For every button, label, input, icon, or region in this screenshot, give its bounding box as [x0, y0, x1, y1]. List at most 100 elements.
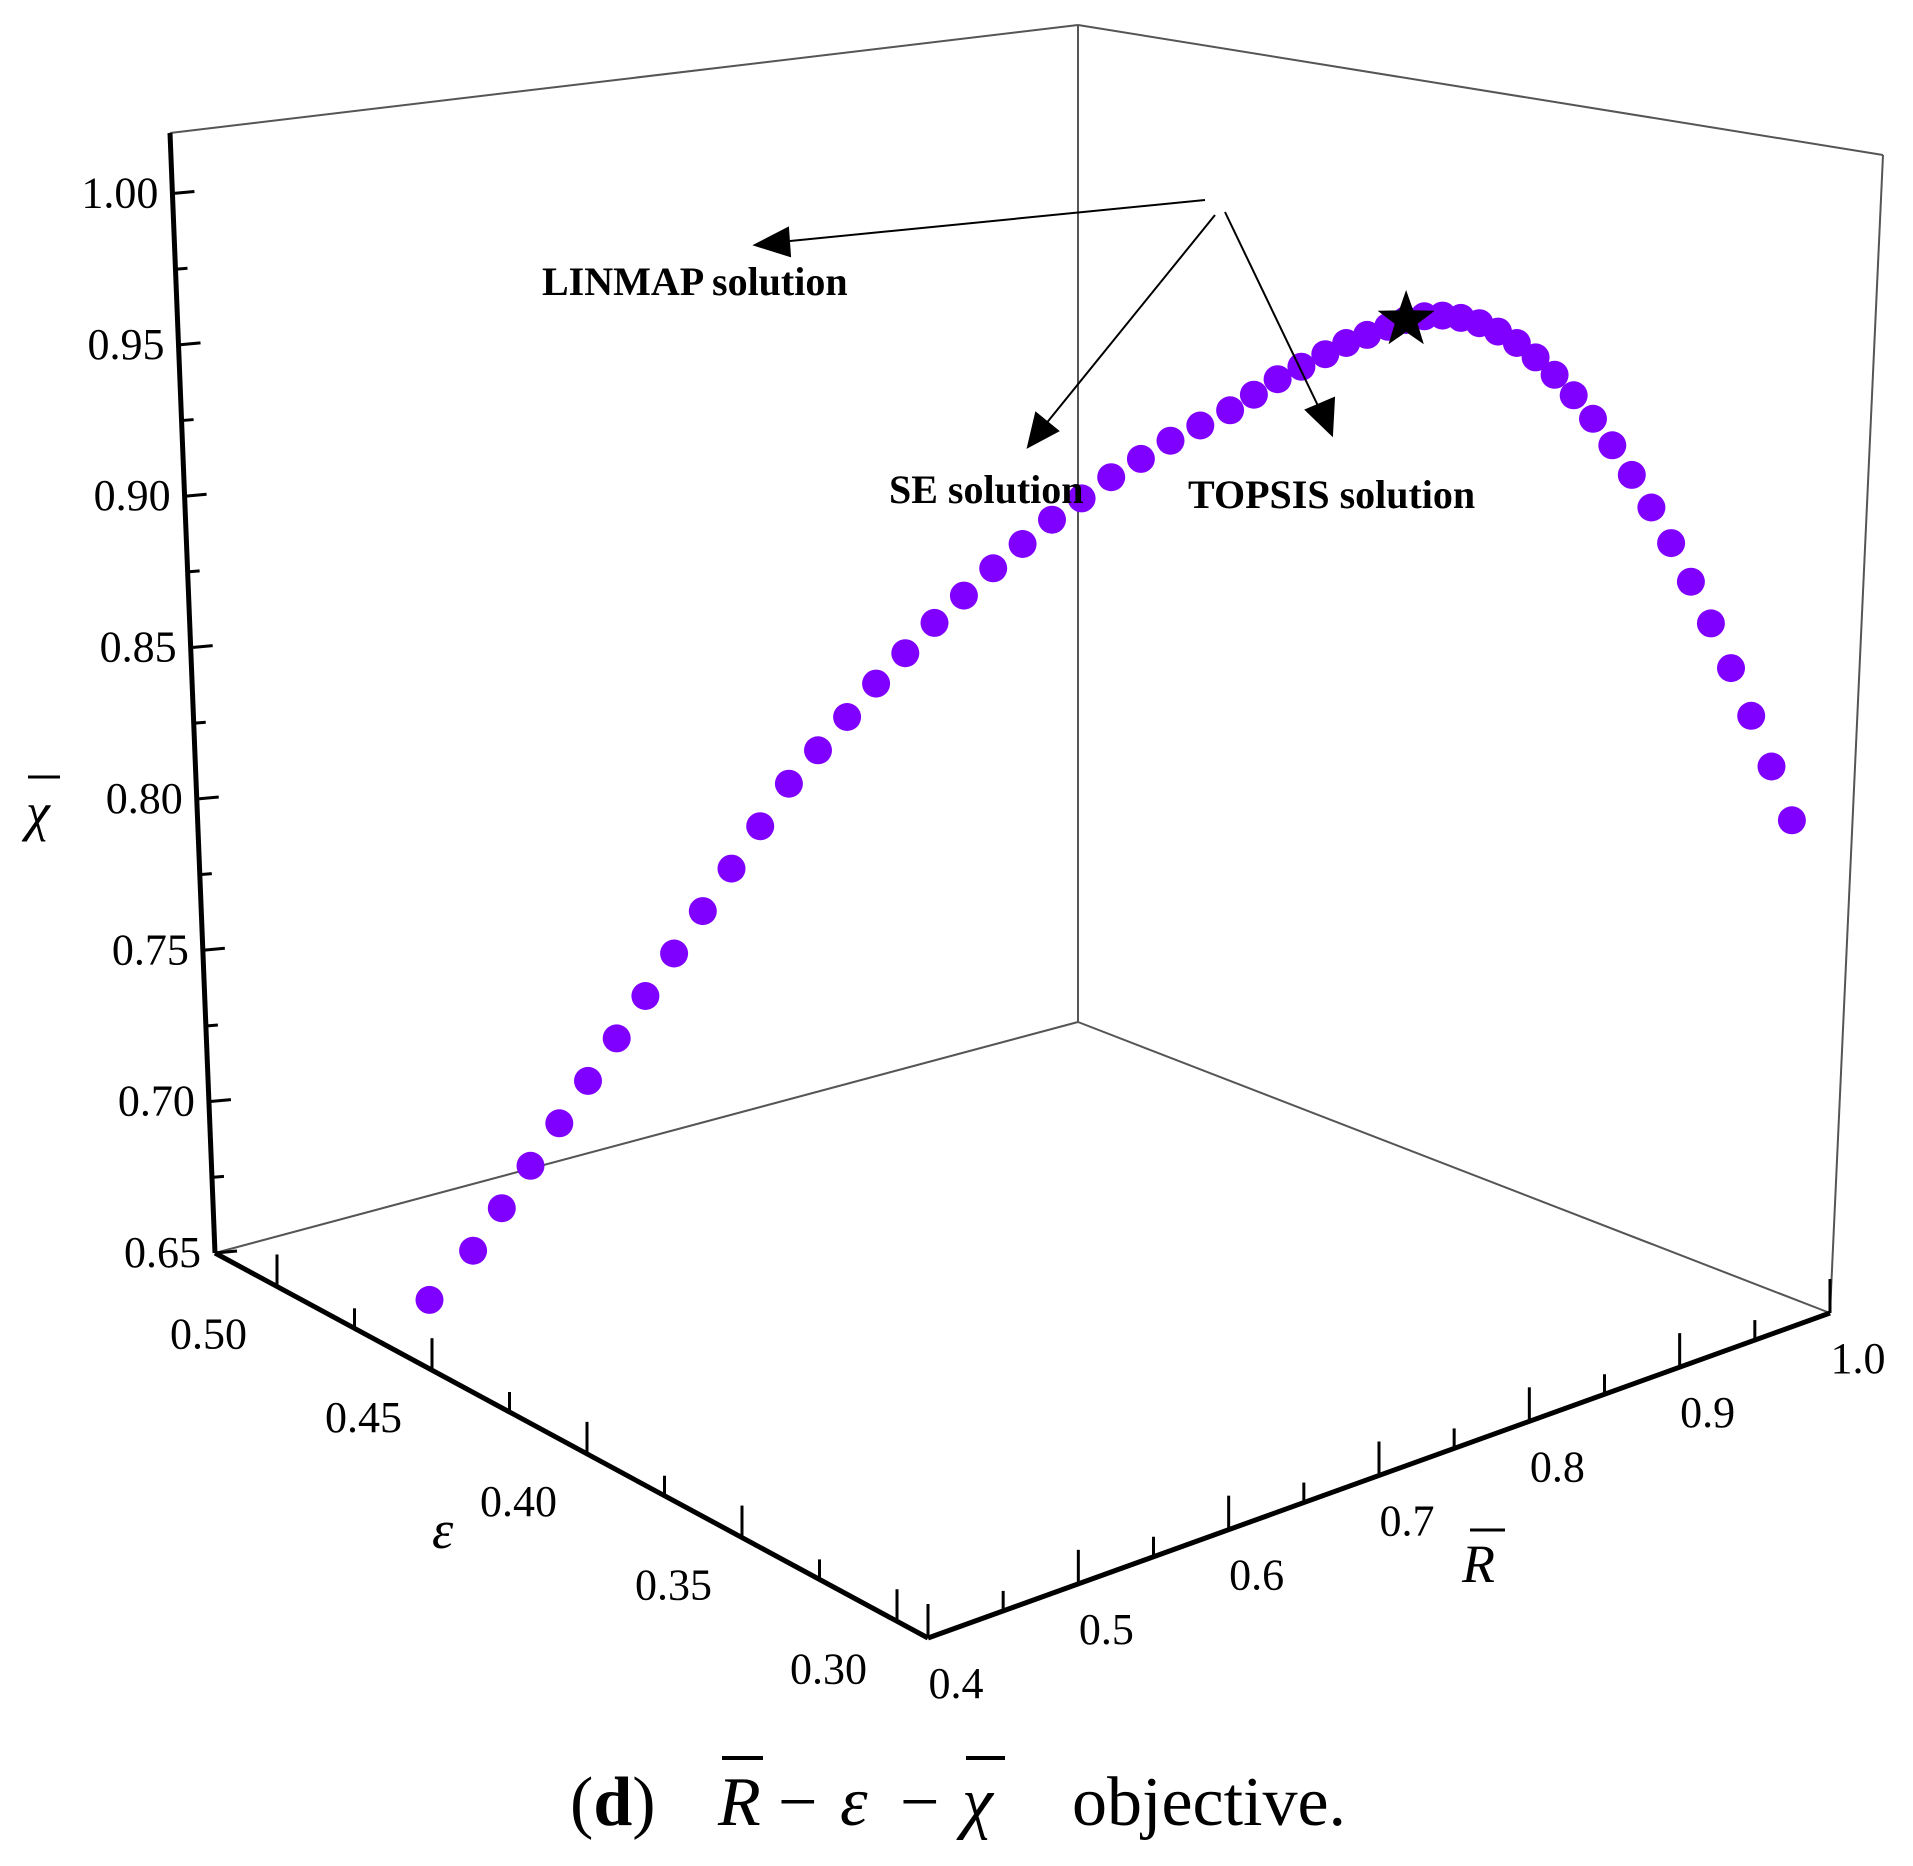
z-minor-tick-2	[199, 872, 212, 877]
caption-part-5: objective.	[1072, 1764, 1346, 1841]
caption-part-2: ε	[840, 1764, 868, 1841]
data-point	[1067, 484, 1096, 513]
data-point	[688, 897, 717, 926]
tick-labels-layer: 0.65 0.70 0.75 0.80 0.85 0.90 0.95 1.00 0.30 0.35…	[81, 169, 1885, 1708]
data-point	[1559, 381, 1588, 410]
annotation-topsis: TOPSIS solution	[1188, 472, 1475, 517]
data-point	[1757, 752, 1786, 781]
data-point	[415, 1285, 444, 1314]
data-point	[1353, 320, 1382, 349]
data-point	[717, 854, 746, 883]
data-point	[1579, 404, 1607, 433]
data-point	[1737, 701, 1766, 730]
ticks-layer	[172, 190, 1832, 1638]
x-axis-label: R	[1461, 1534, 1495, 1594]
z-minor-tick-5	[181, 418, 194, 423]
data-point	[545, 1109, 574, 1138]
y-tick-label-3: 0.45	[325, 1393, 402, 1442]
data-point	[804, 736, 832, 765]
data-point	[1540, 360, 1569, 389]
data-point	[1521, 343, 1550, 372]
data-point	[1676, 567, 1705, 596]
data-point	[949, 581, 978, 610]
y-tick-label-1: 0.35	[635, 1561, 712, 1610]
x-tick-label-1: 0.5	[1079, 1605, 1134, 1654]
data-point	[1287, 352, 1316, 381]
solution-star-marker	[1377, 290, 1435, 345]
data-point	[1263, 365, 1292, 394]
z-minor-tick-0	[211, 1174, 225, 1179]
data-point	[1038, 505, 1066, 534]
data-point	[920, 608, 949, 637]
data-point	[1717, 654, 1745, 683]
data-point	[891, 639, 920, 668]
data-point	[1239, 380, 1268, 409]
y-tick-label-2: 0.40	[480, 1477, 557, 1526]
z-tick-label-7: 1.00	[81, 169, 158, 218]
data-point	[631, 982, 660, 1010]
data-point	[833, 703, 862, 731]
caption-part-3: −	[900, 1764, 939, 1841]
z-tick-label-6: 0.95	[88, 320, 165, 369]
annotation-linmap: LINMAP solution	[542, 259, 848, 304]
x-tick-label-6: 1.0	[1831, 1334, 1886, 1383]
caption-part-4: χ	[956, 1764, 995, 1841]
data-point	[487, 1194, 516, 1223]
x-tick-label-2: 0.6	[1229, 1551, 1284, 1600]
z-tick-label-3: 0.80	[106, 774, 183, 823]
z-tick-2	[202, 946, 225, 952]
z-minor-tick-1	[205, 1023, 219, 1028]
annotation-se: SE solution	[889, 467, 1084, 512]
data-point	[774, 769, 803, 798]
data-point	[1156, 426, 1185, 455]
data-point	[862, 669, 891, 698]
data-point	[746, 812, 775, 841]
z-minor-tick-3	[193, 720, 206, 725]
data-point	[1126, 444, 1155, 473]
data-point	[1617, 460, 1646, 489]
data-point	[1598, 431, 1627, 460]
y-tick-label-0: 0.30	[790, 1644, 867, 1693]
z-minor-tick-6	[175, 266, 188, 271]
z-axis-line	[167, 132, 218, 1254]
caption-part-1: −	[778, 1764, 817, 1841]
x-tick-label-0: 0.4	[929, 1659, 984, 1708]
z-tick-label-1: 0.70	[118, 1077, 195, 1126]
x-tick-label-4: 0.8	[1530, 1442, 1585, 1491]
data-point	[602, 1024, 631, 1053]
caption-part-0: R	[717, 1764, 761, 1841]
z-tick-6	[178, 341, 201, 347]
z-tick-label-4: 0.85	[100, 623, 177, 672]
data-point	[1097, 463, 1126, 492]
y-axis-label: ε	[432, 1500, 454, 1560]
z-tick-label-0: 0.65	[124, 1228, 201, 1277]
data-point	[660, 939, 689, 968]
z-tick-label-5: 0.90	[94, 471, 171, 520]
z-tick-5	[184, 492, 207, 498]
data-point	[1696, 609, 1725, 638]
data-point	[1216, 396, 1245, 425]
data-point	[459, 1236, 488, 1265]
z-tick-0	[214, 1249, 238, 1255]
data-point	[1777, 806, 1806, 835]
x-tick-label-5: 0.9	[1680, 1388, 1735, 1437]
data-point	[979, 554, 1008, 583]
z-tick-7	[172, 190, 195, 196]
figure-caption: (d) R − ε − χ objective.	[570, 1756, 1346, 1841]
z-axis-label: χ	[21, 782, 51, 842]
data-point	[1311, 340, 1340, 369]
annotation-arrows	[752, 199, 1336, 449]
z-tick-3	[196, 795, 219, 801]
x-tick-label-3: 0.7	[1380, 1497, 1435, 1546]
z-tick-label-2: 0.75	[112, 925, 189, 974]
z-tick-4	[190, 644, 213, 650]
data-point	[1637, 493, 1666, 522]
z-tick-1	[208, 1098, 232, 1104]
y-tick-label-4: 0.50	[170, 1309, 247, 1358]
data-point	[1186, 411, 1215, 440]
svg-text:(d): (d)	[570, 1764, 656, 1841]
z-minor-tick-4	[187, 569, 200, 574]
data-point	[574, 1066, 602, 1095]
data-point	[1657, 529, 1686, 558]
